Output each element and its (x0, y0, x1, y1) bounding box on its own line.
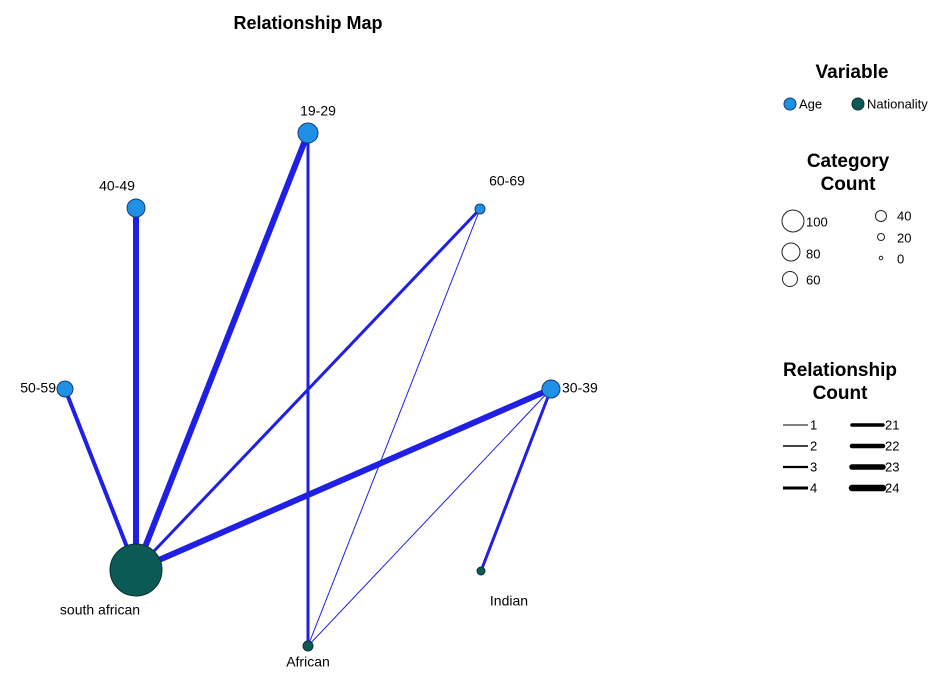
node-label: Indian (490, 593, 528, 609)
node-label: 19-29 (300, 103, 336, 119)
legend-label: 60 (806, 272, 820, 287)
edges (63, 131, 553, 647)
node-label: 60-69 (489, 173, 525, 189)
legend-size (781, 209, 805, 233)
legend-label: 21 (885, 417, 899, 432)
legend-title: Count (813, 383, 869, 404)
edge (307, 388, 552, 647)
node (126, 198, 146, 218)
node (476, 566, 486, 576)
legend-swatch (783, 97, 797, 111)
node (297, 122, 319, 144)
legend-label: 20 (897, 230, 911, 245)
node-label: 30-39 (562, 380, 598, 396)
node-label: African (286, 654, 330, 670)
edge (63, 388, 138, 571)
legend-title: Variable (816, 62, 889, 83)
node-label: 40-49 (99, 178, 135, 194)
node (474, 203, 486, 215)
legend-variable: Variable Age Nationality (783, 62, 928, 111)
legend-category-count: Category Count 100 80 60 40 20 0 (781, 151, 911, 287)
node-label: south african (60, 602, 140, 618)
legend-title: Count (821, 174, 877, 195)
node (541, 379, 561, 399)
title: Relationship Map (233, 13, 382, 33)
legend-label: 1 (810, 417, 817, 432)
legend-size (782, 271, 798, 287)
legend-size (877, 233, 885, 241)
legend-label: 4 (810, 480, 817, 495)
edge (134, 386, 553, 573)
edge (307, 208, 481, 647)
legend-label: 80 (806, 246, 820, 261)
legend-label: 100 (806, 214, 828, 229)
legend-label: 0 (897, 251, 904, 266)
legend-size (781, 242, 801, 262)
edge (479, 388, 553, 572)
legend-label: 23 (885, 459, 899, 474)
nodes: 19-29 40-49 60-69 50-59 30-39 south afri… (20, 103, 598, 670)
legend-label: 2 (810, 438, 817, 453)
legend-swatch (851, 97, 865, 111)
legend-title: Category (807, 151, 890, 172)
edge (133, 131, 311, 572)
legend-label: 40 (897, 208, 911, 223)
legend-title: Relationship (783, 360, 897, 381)
legend-size (878, 255, 884, 261)
legend-label: 22 (885, 438, 899, 453)
node (109, 543, 163, 597)
legend-label: Nationality (867, 96, 928, 111)
legend-label: 3 (810, 459, 817, 474)
node-label: 50-59 (20, 380, 56, 396)
legend-size (875, 210, 887, 222)
node (302, 640, 314, 652)
legend-label: Age (799, 96, 822, 111)
legend-label: 24 (885, 480, 899, 495)
legend-relationship-count: Relationship Count 1 2 3 4 21 22 23 24 (783, 360, 899, 495)
node (56, 380, 74, 398)
